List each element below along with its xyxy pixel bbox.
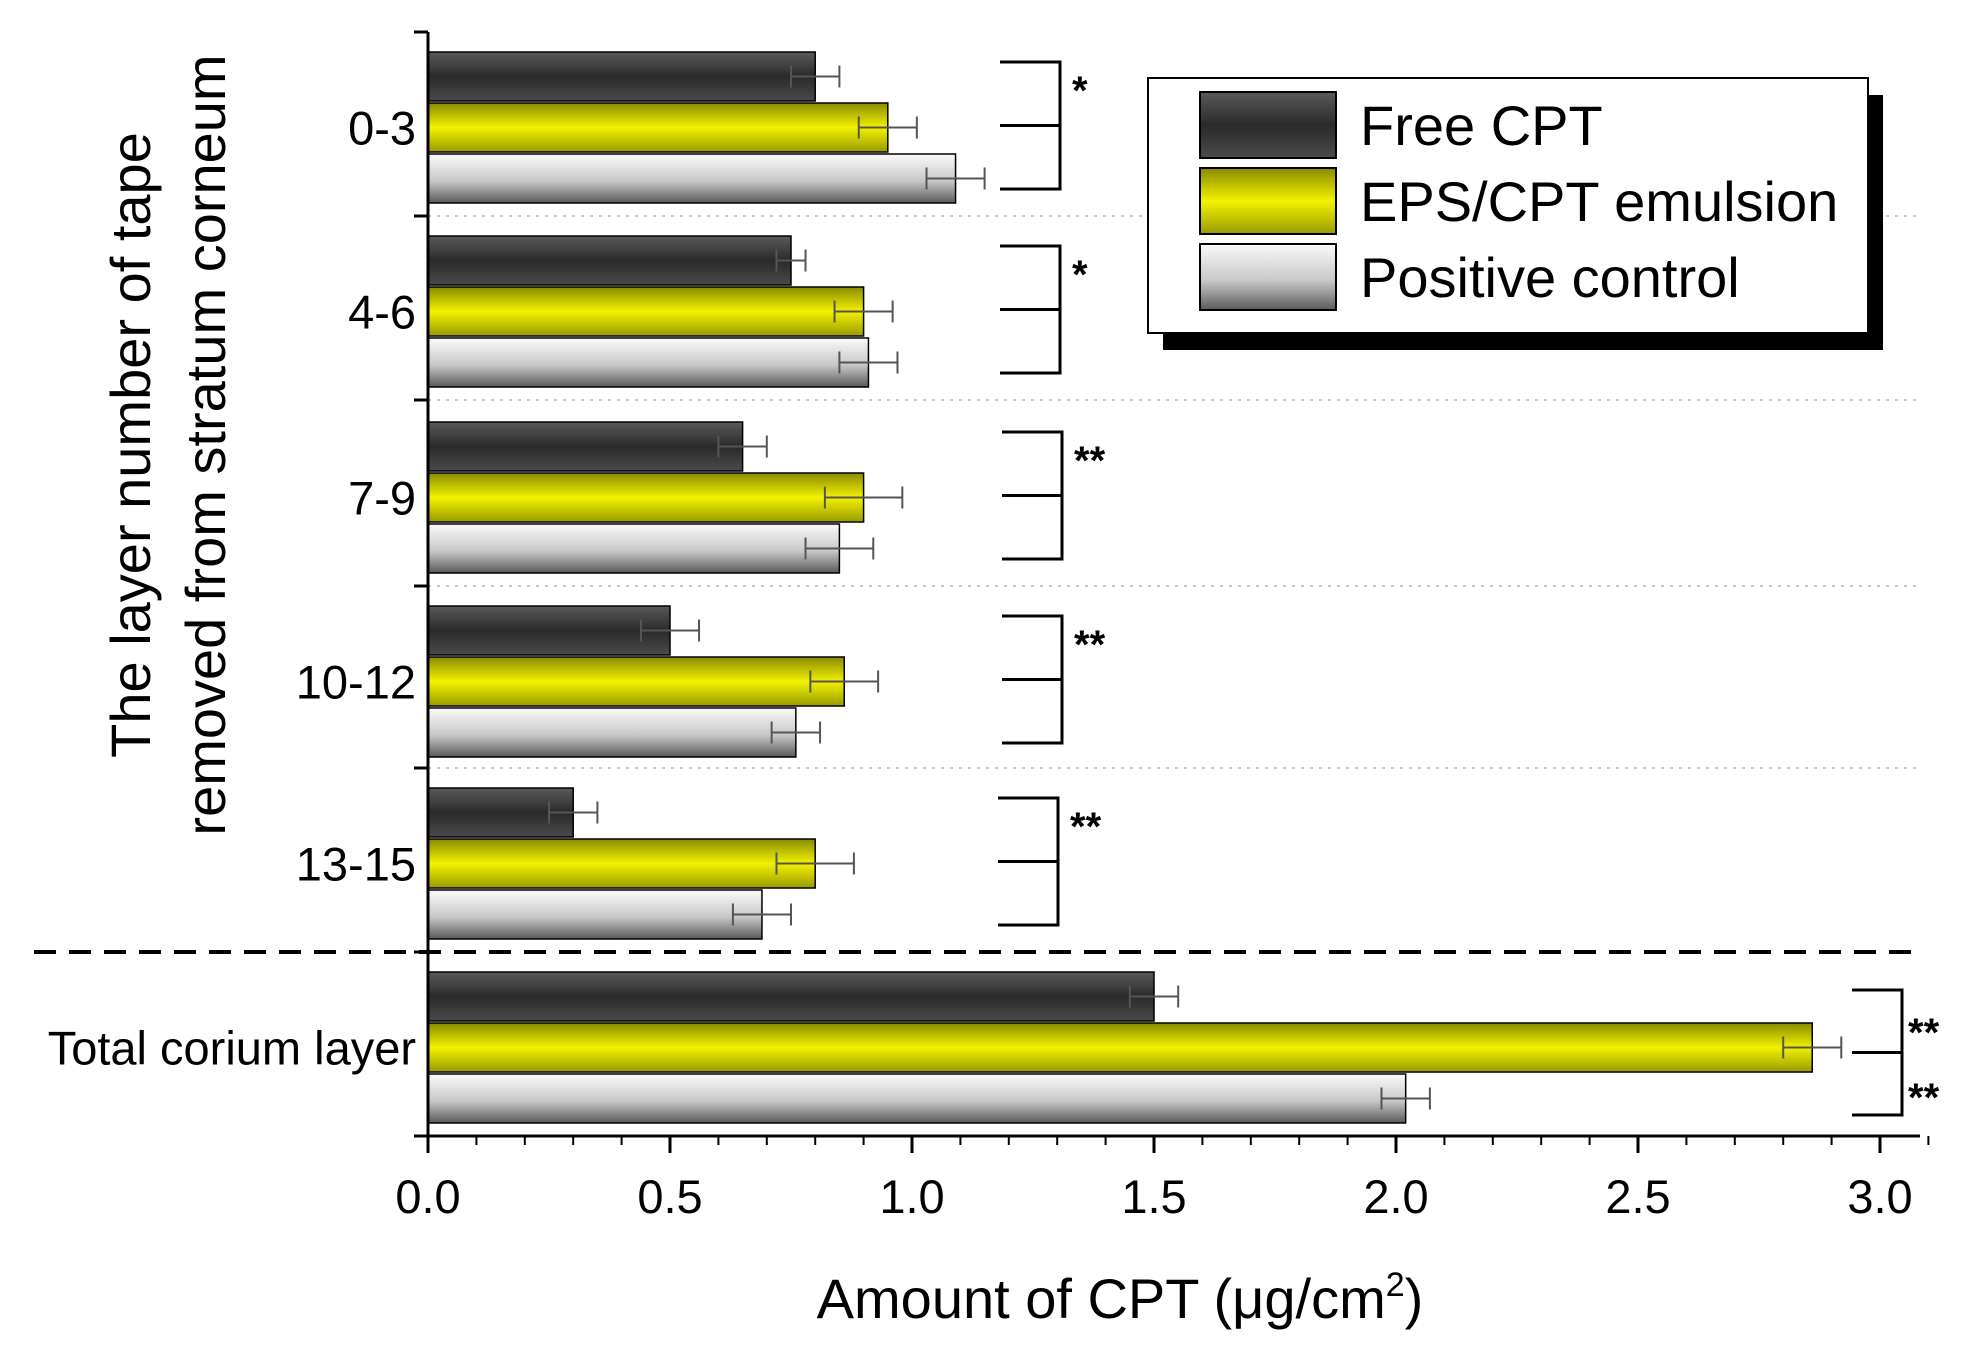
bar-positive-control-10-12 bbox=[427, 707, 797, 758]
category-label-7-9: 7-9 bbox=[348, 472, 416, 525]
bar-positive-control-7-9 bbox=[427, 523, 841, 574]
category-label-total-corium-layer: Total corium layer bbox=[48, 1022, 416, 1075]
category-label-4-6: 4-6 bbox=[348, 286, 416, 339]
category-label-0-3: 0-3 bbox=[348, 102, 416, 155]
significance-label-total-corium-layer-upper: ** bbox=[1908, 1011, 1940, 1055]
significance-bracket-total-corium-layer bbox=[1852, 988, 1904, 1117]
x-axis-title-unit-superscript: 2 bbox=[1386, 1266, 1405, 1304]
legend-label-positive-control: Positive control bbox=[1360, 246, 1740, 309]
significance-bracket-7-9 bbox=[1002, 430, 1064, 561]
significance-label-total-corium-layer-lower: ** bbox=[1908, 1076, 1940, 1120]
significance-bracket-4-6 bbox=[1000, 244, 1062, 375]
legend: Free CPT EPS/CPT emulsion Positive contr… bbox=[1147, 77, 1883, 350]
x-tick-label-0-0: 0.0 bbox=[395, 1170, 460, 1223]
bar-positive-control-4-6 bbox=[427, 337, 870, 388]
bar-free-cpt-4-6 bbox=[427, 235, 792, 286]
axes: 0-3 4-6 7-9 10-12 13-15 Total corium layer 0.0… bbox=[34, 30, 1930, 1223]
significance-label-0-3: * bbox=[1072, 69, 1088, 113]
significance-bracket-0-3 bbox=[1000, 60, 1062, 191]
x-tick-label-1-5: 1.5 bbox=[1121, 1170, 1186, 1223]
bars bbox=[427, 51, 1843, 1124]
significance-bracket-10-12 bbox=[1002, 614, 1064, 745]
category-label-13-15: 13-15 bbox=[296, 838, 416, 891]
x-tick-label-2-5: 2.5 bbox=[1605, 1170, 1670, 1223]
category-label-10-12: 10-12 bbox=[296, 656, 416, 709]
bar-positive-control-13-15 bbox=[427, 889, 763, 940]
y-axis-title-line1: The layer number of tape bbox=[99, 132, 162, 758]
x-axis-title-main: Amount of CPT bbox=[817, 1267, 1200, 1330]
x-axis-title: Amount of CPT (μg/cm2) bbox=[817, 1266, 1424, 1330]
bar-free-cpt-10-12 bbox=[427, 605, 671, 656]
x-tick-label-2-0: 2.0 bbox=[1363, 1170, 1428, 1223]
legend-label-free-cpt: Free CPT bbox=[1360, 94, 1603, 157]
x-tick-label-3-0: 3.0 bbox=[1847, 1170, 1912, 1223]
significance-label-7-9: ** bbox=[1074, 439, 1106, 483]
significance-brackets: ************ bbox=[998, 60, 1940, 1120]
x-tick-label-0-5: 0.5 bbox=[637, 1170, 702, 1223]
bar-positive-control-total-corium-layer bbox=[427, 1073, 1407, 1124]
bar-eps-cpt-emulsion-10-12 bbox=[427, 656, 845, 707]
bar-free-cpt-total-corium-layer bbox=[427, 971, 1155, 1022]
significance-bracket-13-15 bbox=[998, 796, 1060, 927]
significance-label-4-6: * bbox=[1072, 253, 1088, 297]
bar-free-cpt-7-9 bbox=[427, 421, 744, 472]
y-axis-title-line2: removed from stratum corneum bbox=[174, 54, 237, 835]
x-axis-title-unit-prefix: (μg/cm bbox=[1213, 1267, 1385, 1330]
bar-free-cpt-0-3 bbox=[427, 51, 816, 102]
x-tick-label-1-0: 1.0 bbox=[879, 1170, 944, 1223]
bar-eps-cpt-emulsion-13-15 bbox=[427, 838, 816, 889]
x-axis-title-unit-suffix: ) bbox=[1405, 1267, 1424, 1330]
bar-eps-cpt-emulsion-7-9 bbox=[427, 472, 865, 523]
bar-positive-control-0-3 bbox=[427, 153, 957, 204]
legend-label-eps-cpt-emulsion: EPS/CPT emulsion bbox=[1360, 170, 1838, 233]
legend-swatch-eps-cpt-emulsion bbox=[1199, 167, 1337, 235]
bar-eps-cpt-emulsion-total-corium-layer bbox=[427, 1022, 1813, 1073]
bar-eps-cpt-emulsion-4-6 bbox=[427, 286, 865, 337]
bar-eps-cpt-emulsion-0-3 bbox=[427, 102, 889, 153]
legend-swatch-free-cpt bbox=[1199, 91, 1337, 159]
legend-swatch-positive-control bbox=[1199, 243, 1337, 311]
significance-label-10-12: ** bbox=[1074, 623, 1106, 667]
significance-label-13-15: ** bbox=[1070, 805, 1102, 849]
